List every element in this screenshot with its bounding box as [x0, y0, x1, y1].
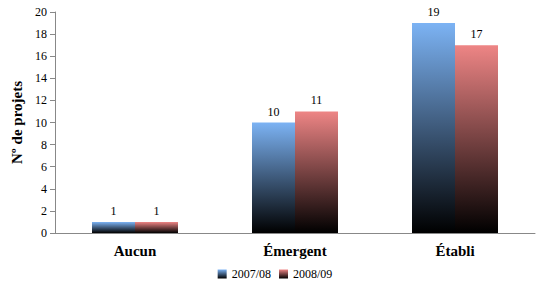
svg-text:20: 20: [35, 5, 47, 19]
svg-text:14: 14: [35, 71, 47, 85]
svg-text:8: 8: [41, 138, 47, 152]
svg-text:Établi: Établi: [435, 243, 474, 259]
svg-text:0: 0: [41, 226, 47, 240]
svg-text:Nº de projets: Nº de projets: [9, 81, 25, 164]
svg-text:1: 1: [111, 204, 117, 218]
svg-text:Émergent: Émergent: [263, 243, 326, 259]
svg-text:16: 16: [35, 49, 47, 63]
svg-text:1: 1: [154, 204, 160, 218]
svg-text:10: 10: [35, 116, 47, 130]
svg-text:10: 10: [268, 105, 280, 119]
svg-text:6: 6: [41, 160, 47, 174]
svg-text:11: 11: [311, 93, 323, 107]
svg-text:18: 18: [35, 27, 47, 41]
svg-text:19: 19: [428, 5, 440, 19]
svg-text:4: 4: [41, 182, 47, 196]
svg-text:17: 17: [471, 27, 483, 41]
svg-text:2007/08: 2007/08: [232, 267, 271, 281]
svg-text:12: 12: [35, 93, 47, 107]
svg-text:2008/09: 2008/09: [293, 267, 332, 281]
svg-text:2: 2: [41, 204, 47, 218]
svg-text:Aucun: Aucun: [114, 243, 157, 259]
